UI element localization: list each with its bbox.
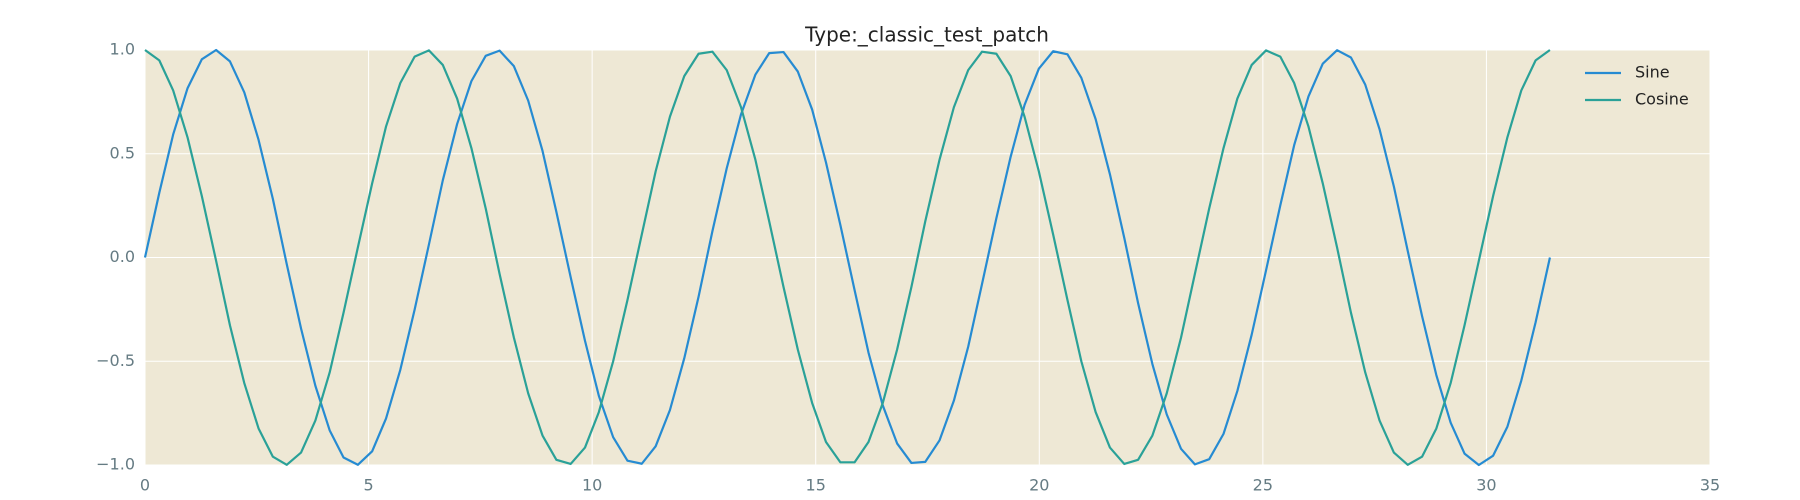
x-tick-label: 0 bbox=[140, 476, 150, 495]
x-tick-label: 35 bbox=[1700, 476, 1720, 495]
x-tick-label: 15 bbox=[806, 476, 826, 495]
x-tick-label: 5 bbox=[363, 476, 373, 495]
line-series bbox=[144, 49, 1551, 466]
y-tick-label: 0.5 bbox=[110, 143, 135, 162]
line-series bbox=[143, 48, 1551, 467]
legend-label: Cosine bbox=[1635, 90, 1689, 109]
x-tick-label: 20 bbox=[1029, 476, 1049, 495]
y-tick-label: −0.5 bbox=[96, 351, 135, 370]
chart-title: Type:_classic_test_patch bbox=[804, 23, 1049, 47]
legend-label: Sine bbox=[1635, 63, 1670, 82]
x-tick-label: 30 bbox=[1476, 476, 1496, 495]
y-tick-label: 0.0 bbox=[110, 247, 135, 266]
y-tick-label: 1.0 bbox=[110, 40, 135, 59]
y-tick-label: −1.0 bbox=[96, 455, 135, 474]
x-tick-label: 10 bbox=[582, 476, 602, 495]
x-tick-label: 25 bbox=[1253, 476, 1273, 495]
